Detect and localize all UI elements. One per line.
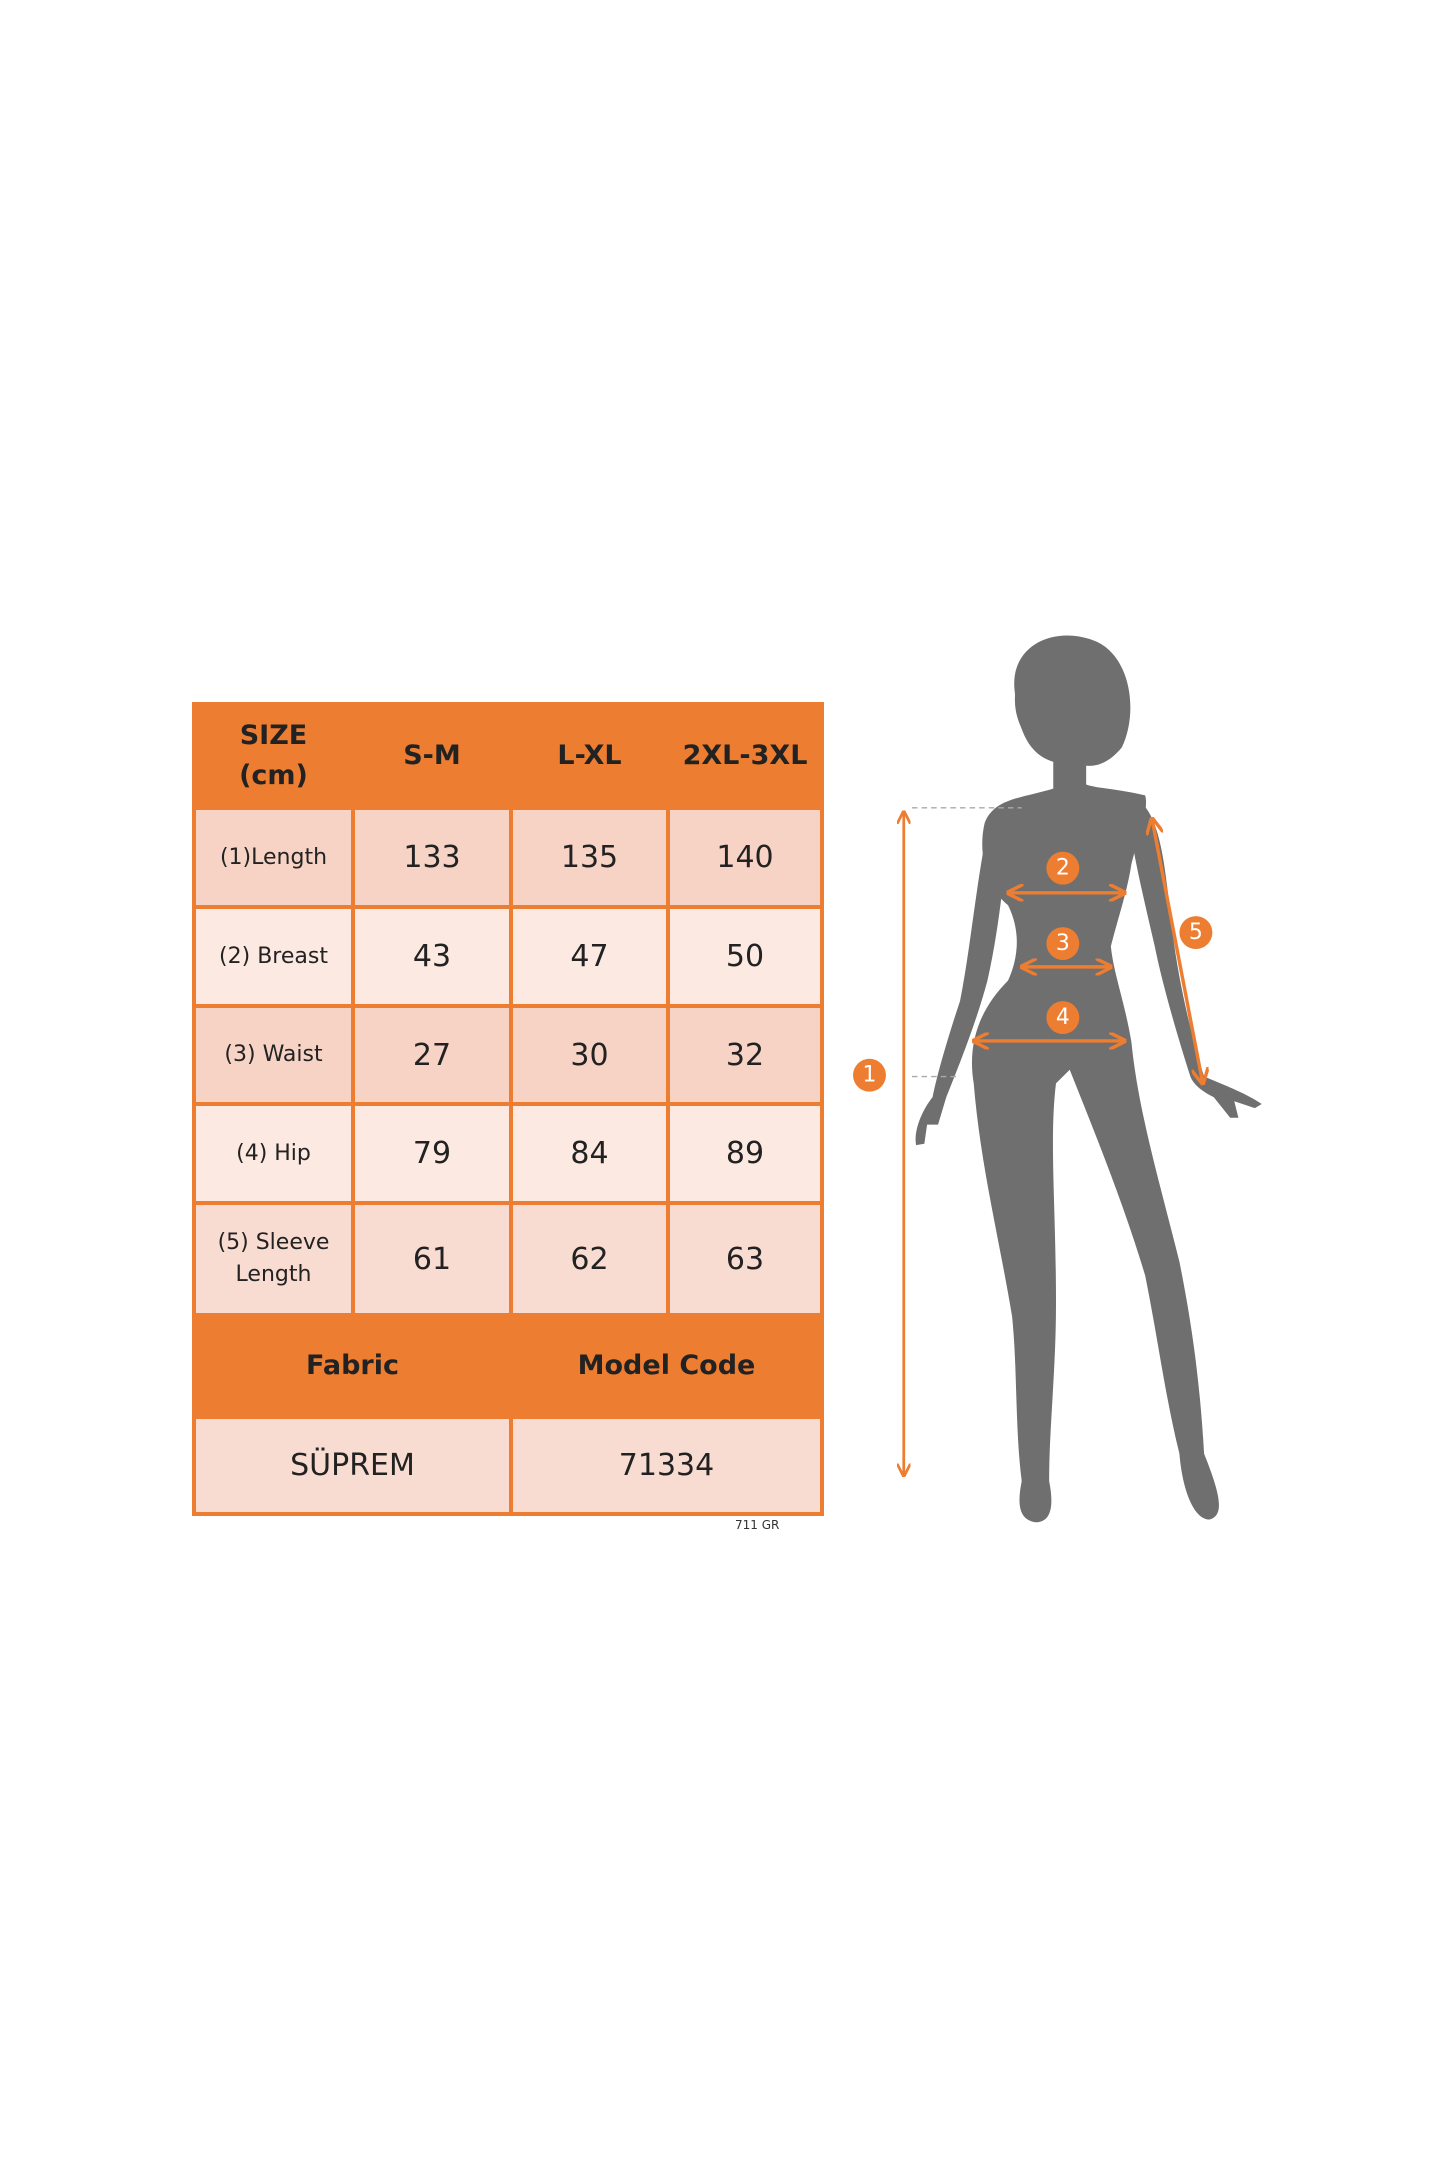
size-chart-table: SIZE (cm) S-M L-XL 2XL-3XL (1)Length 133 … bbox=[192, 702, 824, 1516]
table-row: (2) Breast 43 47 50 bbox=[192, 905, 824, 1008]
marker-label: 3 bbox=[1056, 931, 1070, 956]
marker-2: 2 bbox=[1046, 851, 1080, 885]
cell: 79 bbox=[351, 1102, 513, 1205]
cell: 135 bbox=[509, 806, 670, 909]
silhouette bbox=[915, 635, 1262, 1523]
table-row: (3) Waist 27 30 32 bbox=[192, 1004, 824, 1106]
footnote: 711 GR bbox=[735, 1518, 780, 1532]
row-label: (1)Length bbox=[192, 806, 355, 909]
header-2xl-3xl: 2XL-3XL bbox=[666, 702, 824, 810]
marker-label: 1 bbox=[863, 1063, 877, 1088]
marker-3: 3 bbox=[1046, 927, 1080, 960]
cell: 27 bbox=[351, 1004, 513, 1106]
row-label: (4) Hip bbox=[192, 1102, 355, 1205]
row-label: (2) Breast bbox=[192, 905, 355, 1008]
table-row: (5) Sleeve Length 61 62 63 bbox=[192, 1201, 824, 1317]
cell: 62 bbox=[509, 1201, 670, 1317]
header-s-m: S-M bbox=[351, 702, 513, 810]
cell: 84 bbox=[509, 1102, 670, 1205]
header-row: SIZE (cm) S-M L-XL 2XL-3XL bbox=[192, 702, 824, 810]
fabric-header: Fabric bbox=[192, 1313, 513, 1419]
torso-legs bbox=[971, 757, 1219, 1523]
cell: 50 bbox=[666, 905, 824, 1008]
sleeve-arrow bbox=[1152, 819, 1203, 1084]
row-label: (3) Waist bbox=[192, 1004, 355, 1106]
cell: 140 bbox=[666, 806, 824, 909]
cell: 89 bbox=[666, 1102, 824, 1205]
model-code-header: Model Code bbox=[509, 1313, 824, 1419]
cell: 43 bbox=[351, 905, 513, 1008]
cell: 133 bbox=[351, 806, 513, 909]
marker-label: 4 bbox=[1056, 1005, 1070, 1030]
marker-4: 4 bbox=[1046, 1001, 1080, 1035]
info-header-row: Fabric Model Code bbox=[192, 1313, 824, 1419]
cell: 63 bbox=[666, 1201, 824, 1317]
marker-1: 1 bbox=[853, 1058, 886, 1092]
marker-5: 5 bbox=[1179, 916, 1213, 950]
header-size: SIZE (cm) bbox=[192, 702, 355, 810]
model-code-value: 71334 bbox=[509, 1415, 824, 1516]
unit-label: (cm) bbox=[239, 760, 308, 791]
row-label: (5) Sleeve Length bbox=[192, 1201, 355, 1317]
marker-label: 5 bbox=[1189, 920, 1203, 945]
right-arm bbox=[1131, 802, 1262, 1118]
cell: 30 bbox=[509, 1004, 670, 1106]
info-row: SÜPREM 71334 bbox=[192, 1415, 824, 1516]
fabric-value: SÜPREM bbox=[192, 1415, 513, 1516]
size-label: SIZE bbox=[239, 720, 308, 751]
cell: 47 bbox=[509, 905, 670, 1008]
hair bbox=[1014, 635, 1131, 766]
left-arm bbox=[915, 816, 1008, 1146]
cell: 61 bbox=[351, 1201, 513, 1317]
cell: 32 bbox=[666, 1004, 824, 1106]
table-row: (1)Length 133 135 140 bbox=[192, 806, 824, 909]
marker-label: 2 bbox=[1056, 856, 1070, 881]
header-l-xl: L-XL bbox=[509, 702, 670, 810]
table-row: (4) Hip 79 84 89 bbox=[192, 1102, 824, 1205]
